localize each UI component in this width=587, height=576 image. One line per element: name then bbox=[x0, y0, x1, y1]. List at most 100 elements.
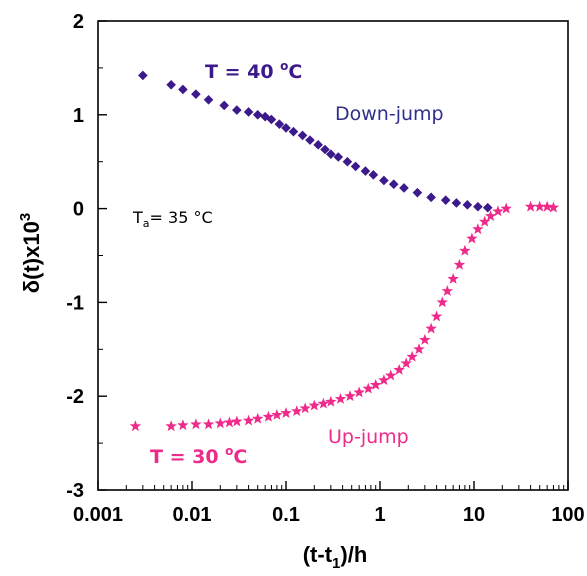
data-point-up-jump bbox=[344, 390, 356, 402]
x-tick-label: 10 bbox=[463, 504, 485, 526]
data-point-up-jump bbox=[378, 374, 390, 386]
data-point-up-jump bbox=[400, 357, 412, 369]
data-point-up-jump bbox=[500, 202, 512, 214]
data-point-up-jump bbox=[447, 272, 459, 284]
data-point-up-jump bbox=[472, 223, 484, 235]
data-point-down-jump bbox=[360, 166, 371, 176]
data-point-down-jump bbox=[138, 70, 148, 81]
data-point-up-jump bbox=[393, 363, 405, 375]
data-point-down-jump bbox=[440, 195, 451, 205]
data-point-down-jump bbox=[191, 89, 201, 99]
data-point-up-jump bbox=[524, 200, 537, 212]
up-jump-label: Up-jump bbox=[328, 426, 409, 448]
data-point-up-jump bbox=[308, 399, 320, 411]
data-point-up-jump bbox=[362, 382, 374, 394]
data-point-up-jump bbox=[406, 350, 418, 362]
data-point-down-jump bbox=[462, 200, 473, 210]
data-point-up-jump bbox=[223, 416, 236, 428]
data-point-down-jump bbox=[451, 198, 462, 208]
data-point-up-jump bbox=[271, 408, 283, 420]
data-point-up-jump bbox=[190, 418, 202, 430]
plot-layer bbox=[97, 20, 569, 491]
data-point-up-jump bbox=[479, 215, 491, 227]
data-point-up-jump bbox=[280, 407, 292, 418]
data-point-down-jump bbox=[320, 144, 330, 155]
data-point-down-jump bbox=[266, 114, 277, 125]
data-point-up-jump bbox=[541, 200, 553, 212]
data-point-down-jump bbox=[342, 156, 353, 167]
data-point-up-jump bbox=[492, 205, 504, 217]
data-point-down-jump bbox=[281, 123, 291, 133]
data-point-up-jump bbox=[385, 369, 397, 381]
data-point-down-jump bbox=[274, 119, 285, 129]
data-point-up-jump bbox=[242, 414, 255, 426]
x-tick-label: 0.001 bbox=[73, 504, 123, 526]
x-tick-label: 1 bbox=[374, 504, 385, 526]
data-point-down-jump bbox=[178, 84, 188, 95]
points-layer bbox=[129, 70, 560, 432]
data-point-up-jump bbox=[334, 393, 347, 404]
data-point-up-jump bbox=[325, 395, 337, 407]
y-tick-label: 2 bbox=[73, 11, 84, 33]
data-point-up-jump bbox=[466, 232, 478, 244]
data-point-down-jump bbox=[388, 179, 399, 190]
y-tick-label: -1 bbox=[66, 292, 84, 314]
data-point-up-jump bbox=[459, 244, 471, 256]
data-point-up-jump bbox=[202, 418, 215, 430]
data-point-down-jump bbox=[326, 149, 336, 159]
data-point-down-jump bbox=[260, 111, 270, 122]
data-point-up-jump bbox=[317, 397, 330, 409]
data-point-up-jump bbox=[299, 402, 311, 414]
data-point-up-jump bbox=[413, 343, 425, 355]
data-point-down-jump bbox=[232, 105, 242, 115]
data-point-down-jump bbox=[379, 175, 389, 186]
data-point-down-jump bbox=[252, 110, 263, 120]
data-point-down-jump bbox=[473, 201, 483, 212]
data-point-up-jump bbox=[441, 285, 454, 296]
data-point-up-jump bbox=[231, 415, 243, 427]
data-point-up-jump bbox=[419, 333, 431, 345]
plot-frame bbox=[97, 20, 569, 491]
x-tick-label: 0.01 bbox=[173, 504, 212, 526]
data-point-down-jump bbox=[305, 135, 315, 145]
data-point-down-jump bbox=[399, 183, 409, 193]
y-tick-label: -2 bbox=[66, 386, 84, 408]
data-point-up-jump bbox=[534, 200, 546, 212]
data-point-up-jump bbox=[177, 419, 189, 431]
y-tick-label: 0 bbox=[73, 199, 84, 221]
data-point-down-jump bbox=[412, 187, 423, 198]
data-point-down-jump bbox=[219, 100, 229, 111]
data-point-up-jump bbox=[484, 210, 497, 221]
data-point-down-jump bbox=[333, 152, 344, 162]
x-tick-label: 0.1 bbox=[272, 504, 300, 526]
x-axis-title: (t-t1)/h bbox=[303, 542, 368, 572]
data-point-down-jump bbox=[313, 140, 323, 150]
y-axis-title: δ(t)x103 bbox=[17, 213, 44, 293]
ta-label: Ta= 35 °C bbox=[132, 208, 213, 230]
data-point-down-jump bbox=[203, 94, 214, 105]
data-point-down-jump bbox=[297, 130, 308, 141]
x-tick-label: 100 bbox=[551, 504, 584, 526]
data-point-up-jump bbox=[214, 417, 226, 429]
data-point-up-jump bbox=[165, 420, 177, 432]
up-temp-label: T = 30 oC bbox=[150, 444, 247, 468]
data-point-up-jump bbox=[547, 201, 560, 213]
down-temp-label: T = 40 oC bbox=[205, 59, 302, 83]
data-point-down-jump bbox=[166, 79, 176, 90]
data-point-down-jump bbox=[482, 202, 493, 213]
data-point-up-jump bbox=[369, 378, 382, 390]
y-tick-label: 1 bbox=[73, 105, 84, 127]
data-point-up-jump bbox=[291, 405, 303, 417]
data-point-down-jump bbox=[426, 192, 436, 203]
data-point-up-jump bbox=[252, 412, 264, 424]
data-point-up-jump bbox=[262, 410, 275, 422]
data-point-up-jump bbox=[353, 386, 365, 398]
data-point-up-jump bbox=[430, 310, 443, 322]
data-point-up-jump bbox=[129, 420, 142, 432]
data-point-down-jump bbox=[243, 107, 254, 117]
data-point-up-jump bbox=[436, 296, 449, 308]
y-tick-label: -3 bbox=[66, 480, 84, 502]
down-jump-label: Down-jump bbox=[335, 103, 444, 125]
